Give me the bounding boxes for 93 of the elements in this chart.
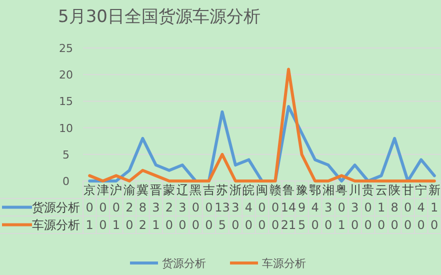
data-label: 4 bbox=[311, 200, 319, 214]
x-tick-label: 赣 bbox=[269, 183, 282, 197]
data-label: 4 bbox=[244, 200, 253, 214]
data-label: 0 bbox=[364, 200, 372, 214]
x-tick-label: 吉 bbox=[202, 183, 215, 197]
y-tick-label: 15 bbox=[59, 95, 73, 108]
x-tick-label: 湘 bbox=[322, 183, 334, 197]
x-tick-label: 陕 bbox=[388, 183, 401, 197]
data-label: 1 bbox=[378, 200, 386, 214]
x-tick-label: 沪 bbox=[110, 183, 122, 197]
x-tick-label: 闽 bbox=[256, 183, 268, 197]
data-label: 3 bbox=[350, 200, 359, 214]
data-label: 9 bbox=[298, 200, 306, 214]
data-label: 0 bbox=[350, 218, 359, 232]
data-label: 0 bbox=[338, 200, 346, 214]
data-label: 0 bbox=[99, 218, 107, 232]
data-label: 1 bbox=[152, 218, 160, 232]
data-label: 0 bbox=[378, 218, 386, 232]
data-label: 5 bbox=[298, 218, 306, 232]
data-label: 0 bbox=[271, 218, 280, 232]
x-tick-label: 鲁 bbox=[282, 183, 295, 197]
data-label: 0 bbox=[364, 218, 372, 232]
x-tick-label: 贵 bbox=[362, 183, 374, 197]
data-label: 5 bbox=[218, 218, 226, 232]
legend-label: 车源分析 bbox=[32, 218, 80, 232]
data-label: 3 bbox=[152, 200, 160, 214]
data-label: 3 bbox=[178, 200, 186, 214]
data-label: 0 bbox=[404, 200, 412, 214]
x-tick-label: 宁 bbox=[415, 183, 428, 197]
data-label: 0 bbox=[126, 218, 134, 232]
data-label: 0 bbox=[390, 218, 398, 232]
chart-title: 5月30日全国货源车源分析 bbox=[58, 7, 260, 27]
data-label: 0 bbox=[192, 218, 200, 232]
y-tick-label: 25 bbox=[59, 42, 73, 55]
data-label: 1 bbox=[430, 200, 438, 214]
x-tick-label: 辽 bbox=[176, 183, 188, 197]
data-label: 21 bbox=[280, 218, 296, 232]
x-tick-label: 苏 bbox=[216, 183, 228, 197]
data-label: 0 bbox=[258, 200, 266, 214]
data-label: 1 bbox=[112, 218, 120, 232]
data-label: 0 bbox=[430, 218, 438, 232]
y-tick-label: 20 bbox=[59, 68, 73, 82]
data-label: 14 bbox=[280, 200, 296, 214]
data-label: 0 bbox=[244, 218, 253, 232]
data-label: 0 bbox=[258, 218, 266, 232]
text: 车源分析 bbox=[262, 257, 306, 270]
data-label: 3 bbox=[324, 200, 332, 214]
data-label: 0 bbox=[311, 218, 319, 232]
x-tick-label: 鄂 bbox=[309, 183, 322, 197]
data-label: 0 bbox=[86, 200, 94, 214]
y-tick-label: 5 bbox=[62, 148, 70, 162]
x-tick-label: 浙 bbox=[229, 183, 242, 197]
data-label: 8 bbox=[390, 200, 398, 214]
x-tick-label: 川 bbox=[348, 183, 361, 197]
data-label: 0 bbox=[205, 218, 213, 232]
data-label: 0 bbox=[271, 200, 280, 214]
data-label: 2 bbox=[126, 200, 134, 214]
y-tick-label: 0 bbox=[62, 175, 70, 188]
data-label: 0 bbox=[178, 218, 186, 232]
data-label: 13 bbox=[214, 200, 230, 214]
data-label: 0 bbox=[232, 218, 240, 232]
data-label: 1 bbox=[86, 218, 94, 232]
data-label: 0 bbox=[99, 200, 107, 214]
x-tick-label: 豫 bbox=[296, 183, 308, 197]
data-label: 3 bbox=[232, 200, 240, 214]
x-tick-label: 津 bbox=[96, 183, 109, 197]
data-label: 0 bbox=[205, 200, 213, 214]
data-label: 0 bbox=[192, 200, 200, 214]
x-tick-label: 粤 bbox=[336, 183, 348, 197]
y-tick-label: 10 bbox=[59, 122, 73, 135]
x-tick-label: 黑 bbox=[190, 183, 202, 197]
data-label: 0 bbox=[404, 218, 412, 232]
x-tick-label: 新 bbox=[428, 183, 440, 197]
data-label: 0 bbox=[165, 218, 174, 232]
x-tick-label: 蒙 bbox=[163, 183, 176, 197]
data-label: 0 bbox=[324, 218, 332, 232]
data-label: 8 bbox=[138, 200, 146, 214]
legend-label: 货源分析 bbox=[32, 200, 80, 214]
data-label: 1 bbox=[338, 218, 346, 232]
data-label: 0 bbox=[417, 218, 425, 232]
x-tick-label: 京 bbox=[84, 183, 96, 197]
data-label: 4 bbox=[417, 200, 425, 214]
x-tick-label: 皖 bbox=[242, 183, 255, 197]
data-label: 2 bbox=[138, 218, 146, 232]
x-tick-label: 渝 bbox=[123, 183, 136, 197]
x-tick-label: 晋 bbox=[150, 183, 162, 197]
x-tick-label: 甘 bbox=[402, 183, 414, 197]
x-tick-label: 冀 bbox=[136, 183, 149, 197]
line-series bbox=[88, 68, 436, 182]
text: 货源分析 bbox=[162, 257, 206, 270]
x-tick-label: 云 bbox=[375, 183, 388, 197]
data-label: 2 bbox=[165, 200, 174, 214]
data-label: 0 bbox=[112, 200, 120, 214]
